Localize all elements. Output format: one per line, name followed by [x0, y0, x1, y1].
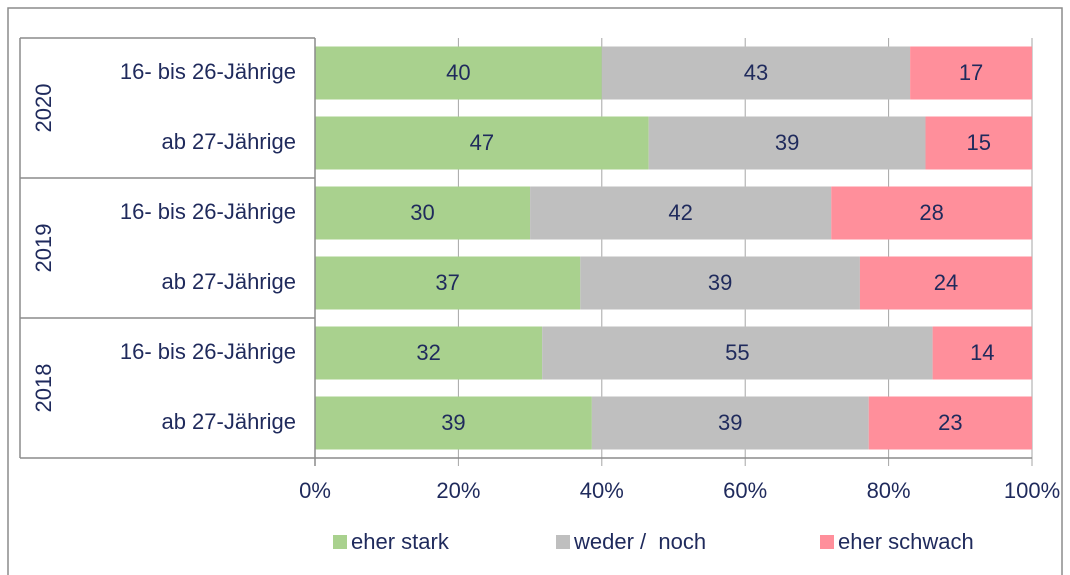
bar-segment	[315, 116, 649, 170]
bar-segment	[925, 116, 1032, 170]
x-tick-label: 40%	[580, 478, 624, 503]
bar-segment	[831, 186, 1032, 240]
bar-segment	[601, 46, 911, 100]
x-tick-label: 60%	[723, 478, 767, 503]
group-label: 2019	[31, 224, 56, 273]
data-label: 17	[959, 60, 983, 85]
legend-label: eher schwach	[838, 529, 974, 554]
data-label: 39	[718, 410, 742, 435]
data-label: 32	[416, 340, 440, 365]
data-label: 14	[970, 340, 994, 365]
legend-label: weder / noch	[573, 529, 706, 554]
x-tick-label: 20%	[436, 478, 480, 503]
bar-segment	[315, 326, 543, 380]
data-label: 23	[938, 410, 962, 435]
category-label: ab 27-Jährige	[161, 269, 296, 294]
data-label: 37	[435, 270, 459, 295]
category-label: ab 27-Jährige	[161, 409, 296, 434]
category-label: 16- bis 26-Jährige	[120, 199, 296, 224]
data-label: 42	[668, 200, 692, 225]
data-label: 43	[744, 60, 768, 85]
bar-segment	[859, 256, 1032, 310]
x-tick-label: 80%	[867, 478, 911, 503]
data-label: 40	[446, 60, 470, 85]
bar-segment	[315, 46, 602, 100]
data-label: 47	[470, 130, 494, 155]
bar-segment	[580, 256, 860, 310]
bar-segment	[910, 46, 1032, 100]
group-label: 2020	[31, 84, 56, 133]
bar-segment	[591, 396, 869, 450]
group-label: 2018	[31, 364, 56, 413]
bar-segment	[932, 326, 1032, 380]
legend-swatch	[333, 535, 347, 549]
x-tick-label: 100%	[1004, 478, 1060, 503]
data-label: 30	[410, 200, 434, 225]
bar-segment	[315, 186, 531, 240]
data-label: 39	[775, 130, 799, 155]
bar-segment	[868, 396, 1032, 450]
data-label: 39	[708, 270, 732, 295]
bar-segment	[542, 326, 933, 380]
bar-segment	[315, 256, 581, 310]
category-label: ab 27-Jährige	[161, 129, 296, 154]
data-label: 55	[725, 340, 749, 365]
category-label: 16- bis 26-Jährige	[120, 339, 296, 364]
bar-segment	[315, 396, 592, 450]
data-label: 39	[441, 410, 465, 435]
bar-segment	[648, 116, 926, 170]
data-label: 24	[934, 270, 958, 295]
x-tick-label: 0%	[299, 478, 331, 503]
bar-segment	[530, 186, 832, 240]
legend-swatch	[820, 535, 834, 549]
data-label: 28	[919, 200, 943, 225]
legend-swatch	[556, 535, 570, 549]
data-label: 15	[967, 130, 991, 155]
frame	[7, 7, 1063, 575]
legend-label: eher stark	[351, 529, 450, 554]
category-label: 16- bis 26-Jährige	[120, 59, 296, 84]
